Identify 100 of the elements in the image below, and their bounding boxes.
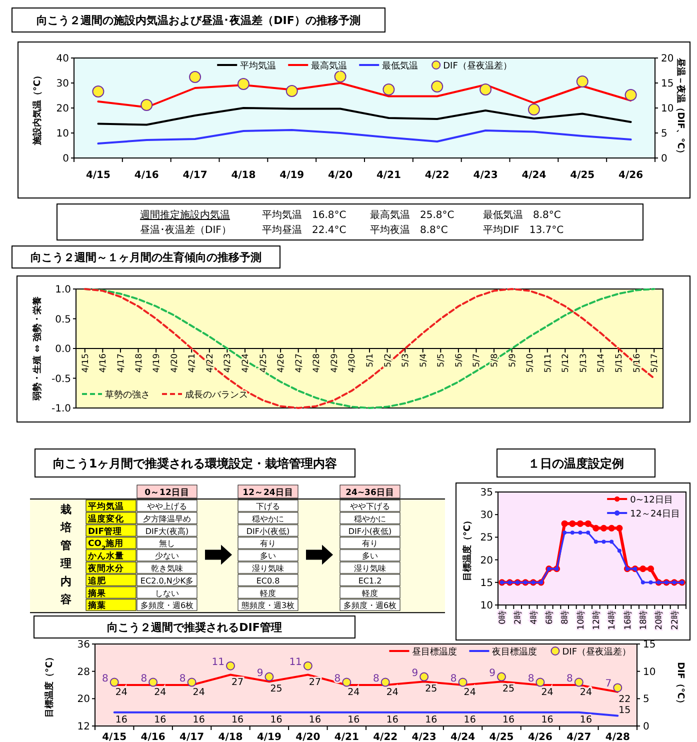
x-tick-label: 4/17 <box>182 170 208 181</box>
x-tick-label: 4/15 <box>80 354 91 373</box>
text: 追肥 <box>87 575 107 586</box>
y-tick-label: 40 <box>56 54 69 64</box>
text: しない <box>155 588 179 598</box>
x-tick-label: 4/25 <box>258 354 269 373</box>
x-tick-label: 5/3 <box>401 354 412 368</box>
x-tick-label: 20時 <box>654 610 665 630</box>
point <box>420 672 429 682</box>
data-label: 16 <box>541 714 554 726</box>
x-tick-label: 14時 <box>606 610 618 630</box>
y-axis-title: 弱勢・生殖 ⇔ 強勢・栄養 <box>32 296 43 402</box>
data-label: 16 <box>232 714 244 726</box>
legend-label: 最低気温 <box>382 60 418 72</box>
point <box>497 672 506 682</box>
text: DIF小(夜低) <box>246 526 290 536</box>
x-tick-label: 5/11 <box>543 354 554 373</box>
text: 最低気温 8.8°C <box>483 209 561 221</box>
legend-label: 平均気温 <box>240 60 276 72</box>
x-tick-label: 4/29 <box>330 354 340 373</box>
text: 0～12日目 <box>144 487 190 498</box>
point <box>569 520 576 527</box>
data-label: 16 <box>348 714 360 726</box>
x-tick-label: 12時 <box>590 610 602 630</box>
x-tick-label: 5/12 <box>561 354 572 373</box>
text: 平均DIF 13.7°C <box>483 224 564 236</box>
x-tick-label: 5/4 <box>418 354 429 368</box>
x-tick-label: 4/26 <box>276 354 287 373</box>
y2-tick-label: 20 <box>661 54 674 64</box>
point <box>602 540 606 544</box>
x-tick-label: 4時 <box>528 610 540 624</box>
x-tick-label: 0時 <box>496 610 508 624</box>
point <box>648 580 653 584</box>
point <box>237 78 250 90</box>
chart-title: 向こう２週間の施設内気温および昼温･夜温差（DIF）の推移予測 <box>36 14 360 28</box>
text: DIF管理 <box>88 526 122 537</box>
point <box>458 678 468 687</box>
point <box>578 530 582 535</box>
y-tick-label: 0.5 <box>55 314 71 326</box>
x-tick-label: 4/24 <box>450 732 476 742</box>
data-label: 7 <box>605 678 612 690</box>
text: 穏やかに <box>354 514 386 524</box>
y-tick-label: -1.0 <box>51 404 71 414</box>
data-label: 16 <box>308 714 322 726</box>
data-label: 15 <box>618 704 631 716</box>
data-label: 16 <box>192 714 205 726</box>
y-tick-label: 20 <box>77 694 90 706</box>
point <box>617 548 622 553</box>
data-label: 9 <box>412 668 418 679</box>
x-tick-label: 4/15 <box>102 732 127 742</box>
line-series <box>97 107 632 126</box>
x-tick-label: 4/16 <box>98 354 109 373</box>
x-tick-label: 4/24 <box>522 170 546 181</box>
x-tick-label: 5/13 <box>578 354 589 373</box>
x-tick-label: 5/7 <box>472 354 482 368</box>
data-label: 8 <box>179 673 186 684</box>
point <box>613 683 622 692</box>
point <box>92 86 104 98</box>
data-label: 16 <box>270 714 282 726</box>
x-tick-label: 4/21 <box>376 170 402 181</box>
data-label: 27 <box>308 676 322 688</box>
x-tick-label: 5/10 <box>526 354 536 373</box>
data-label: 25 <box>425 684 438 695</box>
chart-title: １日の温度設定例 <box>528 456 624 471</box>
text: 摘葉 <box>87 600 106 612</box>
text: EC2.0,N少K多 <box>140 576 194 586</box>
text: 軽度 <box>260 588 276 598</box>
data-label: 8 <box>450 673 457 684</box>
line-series <box>97 129 632 144</box>
y-tick-label: 30 <box>480 510 493 522</box>
data-label: 25 <box>270 684 282 695</box>
y-axis-title: 施設内気温（°C） <box>32 70 43 146</box>
legend-label: 成長のバランス <box>185 390 248 400</box>
data-label: 24 <box>192 687 205 698</box>
data-label: 24 <box>348 687 360 698</box>
x-tick-label: 4/30 <box>348 354 358 373</box>
text: やや下げる <box>350 502 390 511</box>
text: 軽度 <box>362 588 378 598</box>
x-tick-label: 5/8 <box>490 354 500 368</box>
data-label: 24 <box>541 687 554 698</box>
text: 平均昼温 22.4°C <box>262 224 346 236</box>
y2-axis-title: 昼温－夜温（DIF、°C） <box>675 56 686 158</box>
x-tick-label: 8時 <box>560 610 571 624</box>
point <box>431 80 444 92</box>
y-tick-label: -0.5 <box>51 374 71 385</box>
y-tick-label: 10 <box>56 128 69 140</box>
y-axis-title: 目標温度（°C） <box>462 516 473 582</box>
point <box>608 524 615 532</box>
y-tick-label: 12 <box>77 722 90 732</box>
x-tick-label: 5/9 <box>508 354 518 368</box>
data-label: 8 <box>334 673 341 684</box>
text: 栽培管理内容 <box>60 503 72 606</box>
x-tick-label: 5/1 <box>366 354 376 368</box>
x-tick-label: 4/21 <box>188 354 198 373</box>
data-label: 22 <box>618 694 631 705</box>
data-label: 9 <box>489 668 496 679</box>
text: DIF小(夜低) <box>348 526 392 536</box>
point <box>148 678 158 687</box>
legend-label: 夜目標温度 <box>492 646 538 658</box>
data-label: 8 <box>566 673 573 684</box>
